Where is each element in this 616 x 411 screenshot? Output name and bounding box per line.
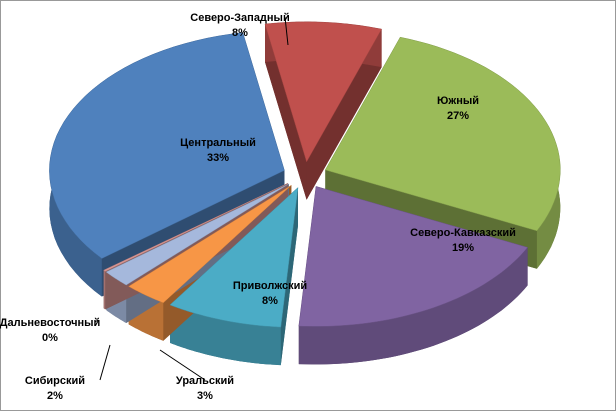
slice-value-label: 8%: [262, 295, 278, 307]
slice: [103, 183, 288, 272]
leader-line: [94, 319, 99, 323]
slice-rim: [170, 304, 281, 366]
slice-edge: [280, 187, 298, 366]
leader-line: [284, 16, 289, 46]
slice-value-label: 3%: [197, 390, 213, 402]
slice: [128, 185, 292, 304]
slice: [105, 183, 289, 286]
slice-label: Южный: [437, 95, 479, 107]
slice-value-label: 2%: [47, 390, 63, 402]
leader-line: [159, 349, 206, 381]
slice-value-label: 8%: [232, 27, 248, 39]
slice-label: Центральный: [180, 137, 256, 149]
slice-value-label: 19%: [452, 242, 474, 254]
labels: Центральный 33% Северо-Западный 8% Южный 27% С…: [0, 12, 516, 402]
slice-rim: [103, 270, 106, 310]
slice-value-label: 0%: [42, 332, 58, 344]
slice-edge: [306, 29, 382, 200]
slice-value-label: 27%: [447, 110, 469, 122]
slice-label: Северо-Кавказский: [410, 227, 516, 239]
slice: [298, 186, 529, 327]
slice-label: Уральский: [176, 375, 234, 387]
slice: [264, 21, 382, 163]
slice: [169, 186, 299, 328]
leader-line: [99, 344, 111, 381]
slice-rim: [298, 247, 528, 365]
slice-edge: [265, 24, 307, 200]
slice-label: Приволжский: [233, 280, 307, 292]
slice-label: Дальневосточный: [0, 317, 100, 329]
slice: [49, 32, 285, 259]
slice-label: Сибирский: [25, 375, 85, 387]
slice-label: Северо-Западный: [190, 12, 289, 24]
slice: [324, 36, 561, 232]
slices: [49, 21, 561, 328]
slice-value-label: 33%: [207, 152, 229, 164]
